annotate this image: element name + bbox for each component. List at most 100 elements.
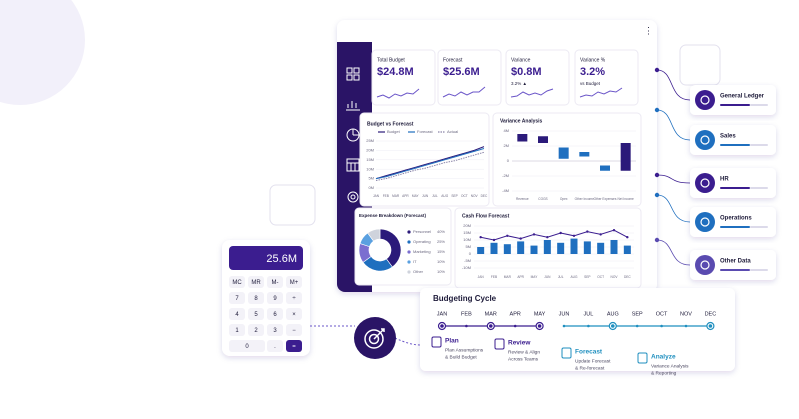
calc-key-label: 0 [245,344,249,350]
calc-key[interactable] [286,308,302,320]
source-icon-glyph [700,178,710,188]
x-tick-label: NOV [471,194,479,198]
step-text: Review & Align [508,349,540,355]
calc-key-label: 9 [273,296,277,302]
connector [656,109,691,141]
source-bar [720,104,750,106]
step-title: Analyze [651,354,676,361]
cash-point [572,234,576,237]
step-icon [637,352,648,364]
cash-point [506,234,509,237]
kpi-label: Total Budget [377,57,405,63]
step-title: Plan [445,338,459,345]
cycle-title: Budgeting Cycle [433,294,497,303]
calc-key-label: 4 [235,312,239,318]
source-bar [720,187,750,189]
legend-dot [407,250,411,254]
menu-dots[interactable]: ⋮ [644,25,653,35]
cash-point [519,237,522,240]
calc-key[interactable] [229,340,265,352]
x-tick-label: JAN [373,194,380,198]
calc-key[interactable] [267,340,283,352]
cash-point [532,233,536,236]
calc-key[interactable] [267,276,283,288]
legend-label: Marketing [413,249,431,254]
milestone-core [537,324,542,328]
value-label: 40% [437,229,445,234]
x-tick-label: SEP [584,275,590,279]
step-text: Plan Assumptions [445,347,484,353]
legend-label: IT [413,259,417,264]
calc-key[interactable] [286,340,302,352]
tick-dot [465,324,468,328]
calc-key[interactable] [229,324,245,336]
calc-key[interactable] [229,308,245,320]
kpi-card [505,49,570,106]
calc-display-text: 25.6M [266,253,297,265]
tick-dot [562,324,566,328]
y-tick-label: 10M [366,166,374,171]
cash-point [479,236,482,239]
kpi-note: 3.2% ▲ [511,81,527,86]
panel [359,112,490,207]
bg-square [679,44,721,86]
cash-point [492,238,496,242]
x-tick-label: APR [402,194,409,198]
cash-point [626,236,629,239]
milestone-core [489,324,493,328]
month-label: NOV [680,311,692,317]
calc-key[interactable] [267,324,283,336]
milestone-core [611,324,615,328]
x-tick-label: MAY [412,194,420,198]
y-tick-label: -5M [464,258,471,263]
calc-key-label: = [292,344,296,350]
target-glyph [364,328,385,349]
calc-key[interactable] [286,276,302,288]
calc-key[interactable] [229,292,245,304]
legend-label: Forecast [417,129,433,134]
calc-key-label: M- [272,280,279,286]
sparkline [579,87,623,98]
calc-key[interactable] [248,324,264,336]
cash-point [546,236,549,239]
x-tick-label: MAR [392,194,400,198]
panel-title: Budget vs Forecast [367,121,414,127]
calc-key[interactable] [248,292,264,304]
month-label: OCT [656,311,668,317]
connector-dot [654,67,660,73]
legend-label: Other [413,269,424,274]
calc-key[interactable] [286,324,302,336]
calc-key-label: × [292,312,296,318]
calc-key-label: MR [251,280,261,286]
source-icon-glyph [700,95,710,105]
calc-key[interactable] [286,292,302,304]
x-tick-label: JUL [558,275,564,279]
step-title: Forecast [575,349,603,356]
x-tick-label: JAN [478,275,485,279]
x-tick-label: AUG [441,194,448,198]
x-tick-label: OCT [461,194,468,198]
calc-key[interactable] [267,308,283,320]
cash-bar [597,242,605,254]
calc-key[interactable] [248,276,264,288]
connector-dot [654,172,660,178]
calc-key[interactable] [267,292,283,304]
source-label: Other Data [720,259,751,265]
panel-title: Expense Breakdown (Forecast) [359,213,427,218]
kpi-label: Forecast [443,57,463,63]
legend-dot [407,230,411,234]
legend-label: Personnel [413,229,431,234]
calc-key[interactable] [248,308,264,320]
calc-key[interactable] [229,276,245,288]
source-bar-track [750,104,768,106]
x-tick-label: COGS [538,197,547,201]
y-tick-label: 4M [503,128,509,133]
x-tick-label: Opex [560,197,568,201]
source-icon [695,173,715,193]
source-icon-glyph [700,217,710,227]
source-bar [720,144,750,146]
legend-label: Operating [413,239,431,244]
tick-dot [660,324,663,328]
